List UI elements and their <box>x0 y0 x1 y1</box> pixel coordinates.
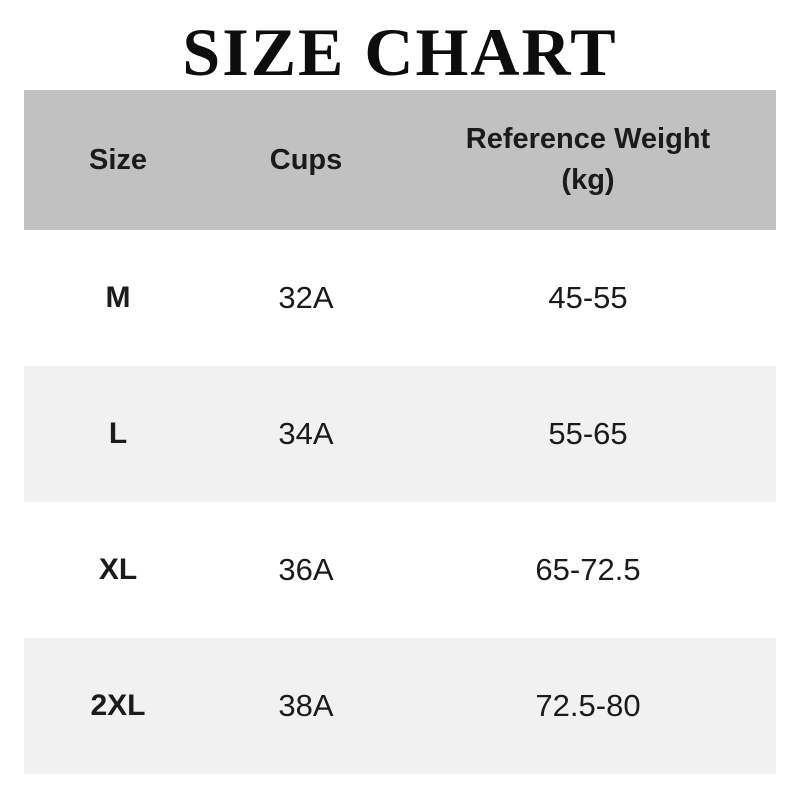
header-cell-size: Size <box>88 143 148 176</box>
cell-weight: 55-65 <box>548 416 628 451</box>
cell-cups: 38A <box>278 688 334 723</box>
table-row-l: L 34A 55-65 <box>24 366 776 502</box>
size-chart-title: SIZE CHART <box>182 14 618 90</box>
table-row-2xl: 2XL 38A 72.5-80 <box>24 638 776 774</box>
cell-size: M <box>105 281 131 314</box>
table-header-row: Size Cups Reference Weight (kg) <box>24 90 776 230</box>
size-table: Size Cups Reference Weight (kg) M 32A 45… <box>24 90 776 774</box>
cell-weight: 45-55 <box>548 280 628 315</box>
table-row-m: M 32A 45-55 <box>24 230 776 366</box>
cell-weight: 65-72.5 <box>535 552 641 587</box>
cell-size: L <box>108 417 128 450</box>
cell-size: XL <box>98 553 138 586</box>
cell-cups: 32A <box>278 280 334 315</box>
cell-weight: 72.5-80 <box>535 688 641 723</box>
header-cell-weight: Reference Weight (kg) <box>465 123 711 196</box>
table-row-xl: XL 36A 65-72.5 <box>24 502 776 638</box>
cell-size: 2XL <box>90 689 146 722</box>
cell-cups: 34A <box>278 416 334 451</box>
cell-cups: 36A <box>278 552 334 587</box>
header-cell-cups: Cups <box>269 143 343 176</box>
